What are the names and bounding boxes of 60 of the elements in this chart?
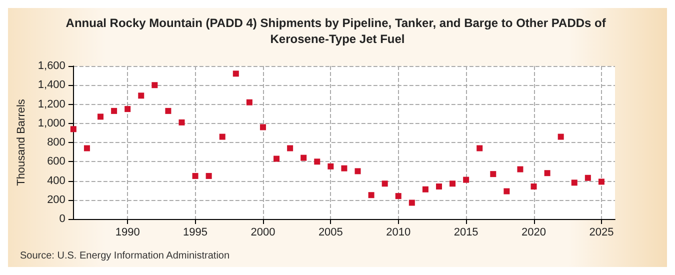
- y-tick-label: 400: [47, 174, 66, 187]
- y-tick-label: 200: [47, 194, 66, 206]
- point: [476, 145, 483, 152]
- y-tick-label: 600: [47, 156, 66, 168]
- x-tick-label: 1990: [115, 226, 140, 238]
- point: [408, 200, 415, 206]
- point: [450, 180, 456, 187]
- y-axis-title: Thousand Barrels: [16, 98, 28, 186]
- point: [530, 183, 537, 190]
- point: [558, 134, 564, 140]
- point: [328, 163, 334, 170]
- point: [206, 172, 212, 179]
- x-tick-label: 2025: [589, 226, 614, 238]
- x-tick-label: 2015: [454, 226, 478, 238]
- y-tick-label: 1,200: [38, 98, 66, 110]
- point: [287, 145, 294, 152]
- point: [463, 176, 470, 183]
- point: [584, 174, 591, 181]
- point: [382, 180, 388, 187]
- point: [165, 108, 172, 114]
- point: [571, 180, 578, 186]
- source-note: Source: U.S. Energy Information Administration: [20, 250, 230, 262]
- y-tick-label: 1,000: [38, 117, 66, 130]
- x-tick-label: 2010: [386, 226, 411, 238]
- y-tick-label: 1,400: [38, 79, 66, 92]
- point: [260, 124, 266, 130]
- point: [598, 178, 604, 185]
- point: [274, 156, 280, 162]
- point: [354, 168, 361, 174]
- point: [138, 92, 144, 99]
- point: [490, 171, 496, 178]
- chart-title: Annual Rocky Mountain (PADD 4) Shipments by Pipeline, Tanker, and Barge to Other PADDs of Kerosene-Type Jet Fuel: [66, 16, 610, 46]
- point: [111, 108, 118, 114]
- point: [152, 82, 158, 88]
- point: [300, 154, 307, 161]
- point: [395, 193, 402, 200]
- x-tick-label: 2005: [318, 226, 343, 238]
- point: [178, 119, 185, 126]
- point: [422, 186, 428, 192]
- point: [314, 158, 320, 165]
- y-tick-label: 800: [47, 136, 66, 148]
- y-tick-label: 1,600: [38, 60, 66, 72]
- point: [192, 172, 198, 179]
- point: [341, 165, 348, 172]
- point: [436, 183, 442, 190]
- point: [246, 99, 252, 106]
- point: [124, 106, 131, 112]
- y-tick-label: 0: [59, 213, 66, 225]
- point: [232, 70, 239, 77]
- x-tick-label: 2000: [250, 226, 276, 238]
- x-tick-label: 1995: [183, 226, 208, 238]
- x-tick-label: 2020: [522, 226, 546, 238]
- point: [517, 166, 524, 172]
- point: [84, 145, 90, 152]
- point: [219, 134, 226, 140]
- point: [98, 114, 104, 120]
- point: [504, 188, 510, 194]
- point: [368, 192, 374, 198]
- point: [70, 126, 76, 132]
- point: [544, 170, 550, 176]
